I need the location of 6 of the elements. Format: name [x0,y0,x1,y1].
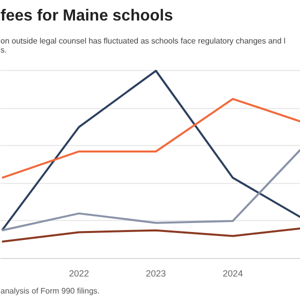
chart-title: fees for Maine schools [0,8,174,24]
text: analysis of Form 990 filings. [0,286,100,296]
x-tick-label: 2024 [222,268,243,278]
x-tick-label: 2023 [146,268,166,278]
x-tick-label: 2022 [68,268,89,278]
chart-subtitle: on outside legal counsel has fluctuated as schools face regulatory changes and l s. [0,36,286,54]
